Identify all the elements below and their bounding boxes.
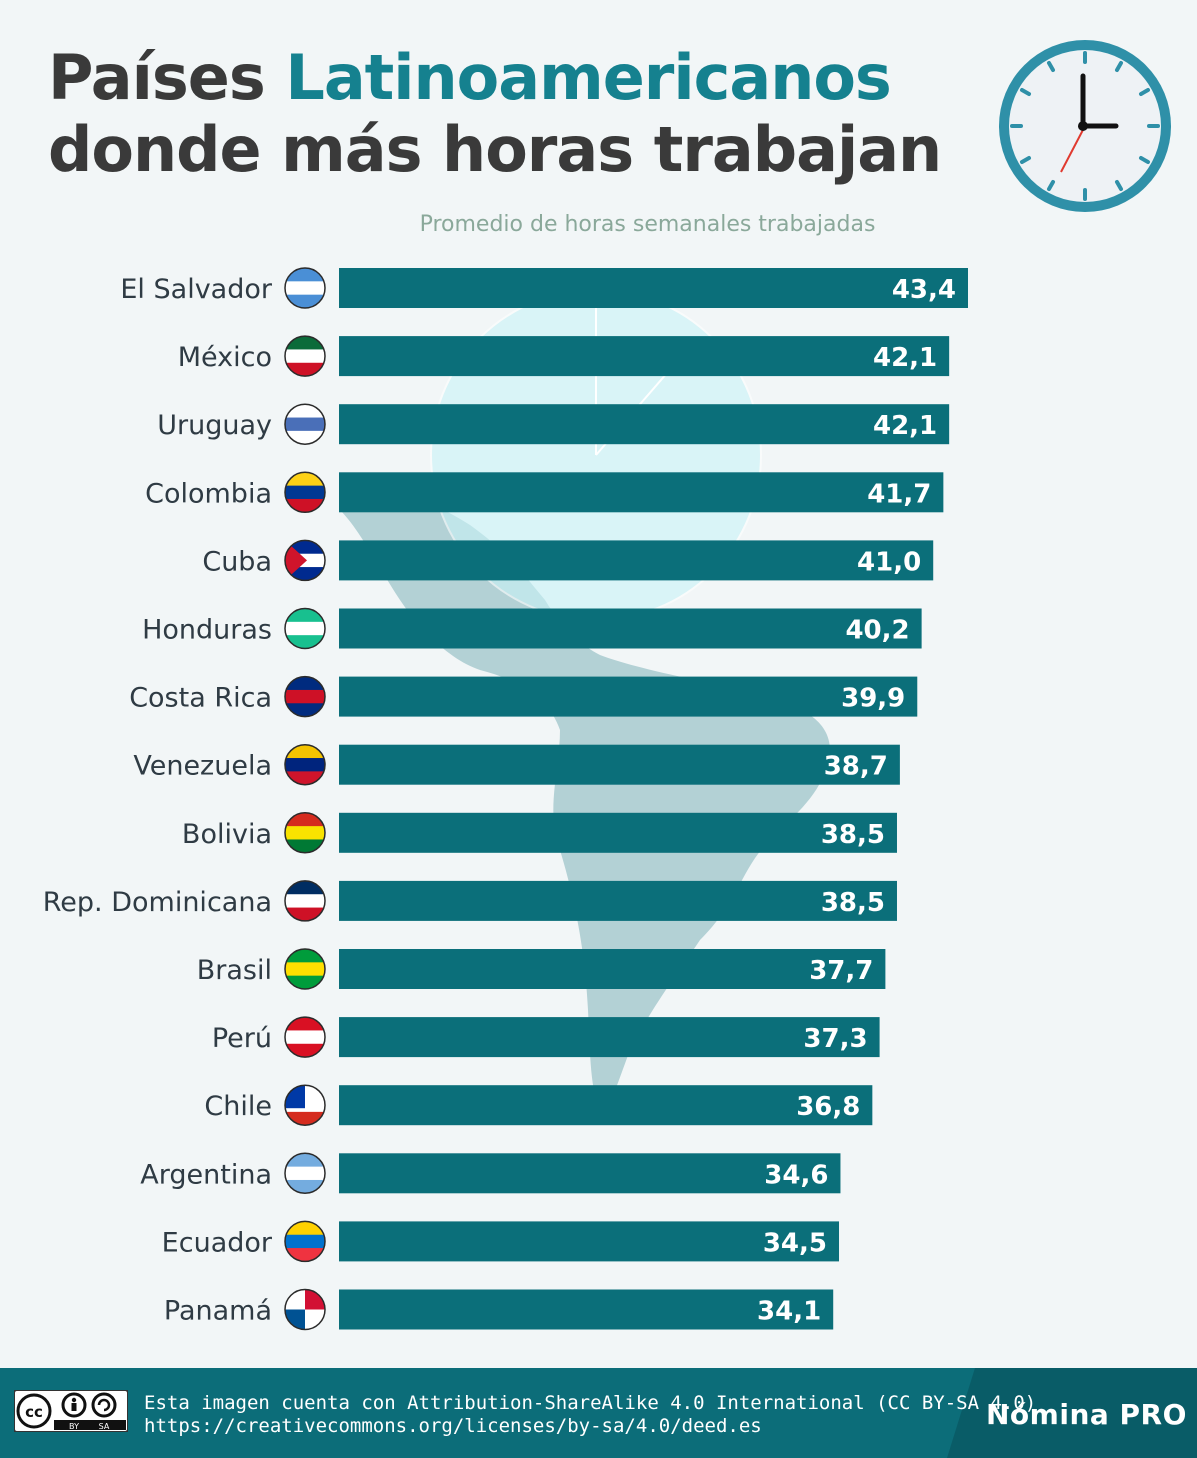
chart-row: Ecuador 34,5 xyxy=(162,1220,840,1263)
bar-chart: El Salvador 43,4 México 42,1 Uruguay 42,1 Colo… xyxy=(43,267,968,1331)
value-label: 41,7 xyxy=(867,479,931,509)
bar xyxy=(339,608,922,649)
chart-row: Bolivia 38,5 xyxy=(182,812,897,854)
mexico-flag-icon xyxy=(284,335,326,377)
value-label: 42,1 xyxy=(873,411,937,441)
chart-row: Perú 37,3 xyxy=(212,1016,880,1058)
category-label: El Salvador xyxy=(120,274,273,305)
value-label: 36,8 xyxy=(796,1092,860,1122)
value-label: 40,2 xyxy=(845,616,909,646)
category-label: Rep. Dominicana xyxy=(43,887,272,918)
honduras-flag-icon xyxy=(284,607,326,650)
bar xyxy=(339,880,897,921)
panama-flag-icon xyxy=(284,1288,326,1331)
title-accent: Latinoamericanos xyxy=(285,41,892,114)
bar xyxy=(339,404,950,445)
category-label: Panamá xyxy=(164,1296,272,1327)
value-label: 39,9 xyxy=(841,684,905,714)
bar xyxy=(339,676,918,717)
chart-row: Panamá 34,1 xyxy=(164,1288,834,1331)
category-label: Honduras xyxy=(142,615,272,646)
brand-logo: Nómina PRO xyxy=(986,1398,1187,1431)
chart-row: Uruguay 42,1 xyxy=(157,403,950,445)
clock-icon xyxy=(999,40,1171,212)
value-label: 37,7 xyxy=(809,956,873,986)
ecuador-flag-icon xyxy=(284,1220,326,1263)
chart-row: Costa Rica 39,9 xyxy=(129,675,918,718)
category-label: Perú xyxy=(212,1023,272,1054)
value-label: 38,7 xyxy=(824,752,888,782)
chart-subtitle: Promedio de horas semanales trabajadas xyxy=(419,212,876,237)
chart-row: Honduras 40,2 xyxy=(142,607,922,650)
chart-row: Cuba 41,0 xyxy=(202,539,934,582)
chart-row: Brasil 37,7 xyxy=(197,948,886,990)
bar xyxy=(339,1017,880,1058)
el-salvador-flag-icon xyxy=(284,267,326,309)
title-line2: donde más horas trabajan xyxy=(48,113,942,186)
chart-row: Colombia 41,7 xyxy=(145,471,944,514)
page-title: Países Latinoamericanos donde más horas … xyxy=(48,41,942,186)
value-label: 41,0 xyxy=(857,547,921,577)
value-label: 34,1 xyxy=(757,1297,821,1327)
category-label: Ecuador xyxy=(162,1227,273,1258)
chart-row: Rep. Dominicana 38,5 xyxy=(43,880,897,922)
svg-text:SA: SA xyxy=(99,1422,110,1431)
bar xyxy=(339,1289,834,1330)
value-label: 34,5 xyxy=(763,1228,827,1258)
category-label: Costa Rica xyxy=(129,683,272,714)
chile-flag-icon xyxy=(284,1084,326,1126)
category-label: Brasil xyxy=(197,955,272,986)
category-label: Uruguay xyxy=(157,410,272,441)
svg-text:BY: BY xyxy=(69,1422,79,1431)
chart-row: El Salvador 43,4 xyxy=(120,267,968,309)
title-part1: Países xyxy=(48,41,286,114)
bar xyxy=(339,268,968,308)
license-link[interactable]: https://creativecommons.org/licenses/by-… xyxy=(144,1415,762,1437)
bar xyxy=(339,949,886,989)
chart-row: Argentina 34,6 xyxy=(140,1152,841,1195)
category-label: Venezuela xyxy=(133,751,272,782)
value-label: 38,5 xyxy=(821,888,885,918)
bar xyxy=(339,744,900,785)
costa-rica-flag-icon xyxy=(284,675,326,718)
brazil-flag-icon xyxy=(284,948,326,990)
chart-row: Chile 36,8 xyxy=(204,1084,873,1126)
value-label: 43,4 xyxy=(892,275,956,305)
creative-commons-by-sa-icon: cc BY SA xyxy=(14,1390,128,1432)
colombia-flag-icon xyxy=(284,471,326,514)
license-text: Esta imagen cuenta con Attribution-Share… xyxy=(144,1392,1036,1438)
uruguay-flag-icon xyxy=(284,403,326,445)
venezuela-flag-icon xyxy=(284,743,326,786)
bar xyxy=(339,472,944,513)
value-label: 37,3 xyxy=(803,1024,867,1054)
bar xyxy=(339,1085,873,1126)
cuba-flag-icon xyxy=(284,539,326,582)
category-label: Colombia xyxy=(145,478,272,509)
value-label: 38,5 xyxy=(821,820,885,850)
category-label: México xyxy=(178,342,272,373)
category-label: Argentina xyxy=(140,1159,272,1190)
bolivia-flag-icon xyxy=(284,812,326,854)
svg-text:cc: cc xyxy=(25,1403,43,1421)
category-label: Bolivia xyxy=(182,819,272,850)
bar xyxy=(339,336,950,377)
peru-flag-icon xyxy=(284,1016,326,1058)
value-label: 42,1 xyxy=(873,343,937,373)
bar xyxy=(339,540,934,581)
footer: cc BY SA Esta imagen cuenta con Attribut… xyxy=(0,1368,1197,1458)
bar xyxy=(339,1153,841,1194)
category-label: Chile xyxy=(204,1091,272,1122)
value-label: 34,6 xyxy=(764,1160,828,1190)
dominican-republic-flag-icon xyxy=(284,880,326,922)
category-label: Cuba xyxy=(202,546,272,577)
bar xyxy=(339,1221,840,1262)
argentina-flag-icon xyxy=(284,1152,326,1195)
bar xyxy=(339,812,897,853)
license-line-1: Esta imagen cuenta con Attribution-Share… xyxy=(144,1392,1037,1414)
chart-row: Venezuela 38,7 xyxy=(133,743,900,786)
brand-panel xyxy=(947,1368,1197,1458)
chart-row: México 42,1 xyxy=(178,335,950,377)
